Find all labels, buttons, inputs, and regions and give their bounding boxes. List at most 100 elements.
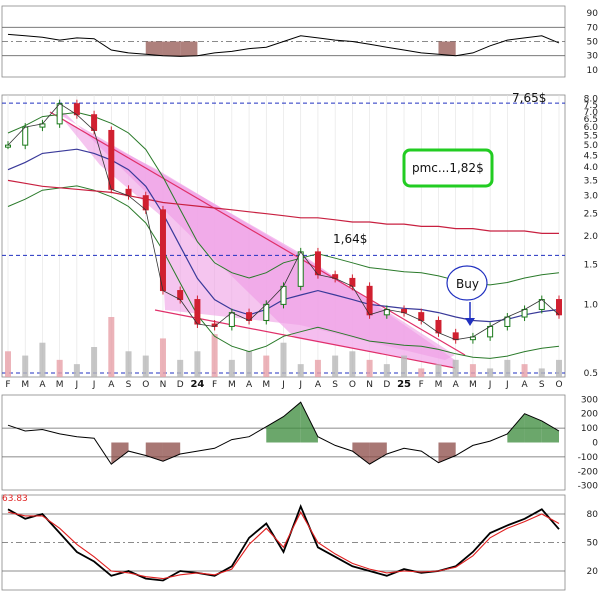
y-tick-label: 100 (581, 424, 598, 434)
y-tick-label: 80 (587, 510, 599, 520)
volume-bar (22, 355, 29, 377)
volume-bar (452, 359, 459, 377)
oscillator-fill-segment (162, 442, 181, 462)
volume-bar (349, 351, 356, 377)
y-tick-label: 6.5 (584, 115, 598, 125)
x-tick-label: M (435, 380, 443, 390)
price-candle (556, 299, 562, 316)
price-candle (314, 251, 321, 276)
x-tick-label: D (383, 380, 390, 390)
x-tick-label: A (521, 380, 528, 390)
y-tick-label: 8.0 (584, 95, 599, 105)
price-candle (280, 285, 287, 305)
price-candle (5, 144, 11, 148)
volume-bar (332, 355, 339, 377)
x-tick-label: D (177, 380, 184, 390)
volume-bar (297, 364, 304, 377)
volume-bar (263, 355, 270, 377)
oscillator-fill-segment (524, 413, 542, 443)
volume-bar (177, 359, 184, 377)
volume-bar (194, 351, 201, 377)
x-tick-label: O (555, 380, 562, 390)
x-tick-label: J (298, 380, 302, 390)
x-tick-label: S (126, 380, 132, 390)
volume-bar (314, 359, 321, 377)
x-tick-label: M (228, 380, 236, 390)
oscillator-fill-segment (438, 41, 456, 56)
x-tick-label: J (488, 380, 492, 390)
x-tick-label: M (21, 380, 29, 390)
oscillator-fill-segment (507, 413, 525, 443)
volume-bar (39, 342, 46, 377)
y-tick-label: 10 (587, 66, 599, 76)
volume-bar (246, 351, 253, 377)
y-tick-label: 0 (592, 439, 598, 449)
volume-bar (401, 355, 408, 377)
buy-signal-label: Buy (456, 277, 479, 291)
y-tick-label: 200 (581, 410, 598, 420)
middle-oscillator-panel: 300 200 100 0 -100 -200 -300 (2, 395, 599, 492)
volume-bar (159, 338, 166, 377)
volume-bar (383, 364, 390, 377)
oscillator-fast-line (7, 503, 560, 582)
price-candle (22, 126, 29, 146)
x-tick-label: F (212, 380, 217, 390)
buy-arrow-head (465, 318, 475, 326)
price-candle (56, 103, 63, 125)
price-candle (73, 103, 80, 116)
x-tick-label: A (315, 380, 322, 390)
x-tick-label: M (262, 380, 270, 390)
x-tick-label: J (505, 380, 509, 390)
price-candle (108, 129, 115, 190)
x-tick-label: A (246, 380, 253, 390)
y-tick-label: 300 (581, 395, 598, 405)
price-panel: 8.07.57.06.56.05.55.04.54.0 3.5 3.0 2.5 2.0 1… (2, 95, 598, 379)
annotation-target-box (402, 148, 494, 188)
volume-bar (108, 317, 115, 377)
buy-signal-circle (446, 265, 488, 301)
price-candle (194, 299, 201, 325)
x-tick-label: S (539, 380, 545, 390)
volume-bar (435, 364, 442, 377)
volume-bar (142, 355, 149, 377)
annotation-target: pmc...1,82$ (412, 161, 484, 175)
y-tick-label: -100 (578, 453, 599, 463)
oscillator-line (7, 33, 560, 57)
y-tick-label: 7.5 (584, 101, 598, 111)
oscillator-fill-segment (369, 442, 387, 465)
x-tick-label: A (108, 380, 115, 390)
y-tick-label: 6.0 (584, 123, 599, 133)
wedge-upper-edge (49, 111, 466, 356)
y-tick-label: 0.5 (584, 369, 598, 379)
price-candle (159, 209, 166, 292)
price-candle (504, 316, 511, 327)
x-tick-label: S (332, 380, 338, 390)
y-tick-label: 1.5 (584, 260, 598, 270)
volume-bar (125, 351, 132, 377)
x-tick-label: J (92, 380, 96, 390)
x-tick-label: M (56, 380, 64, 390)
volume-bar (366, 359, 373, 377)
annotation-high: 7,65$ (512, 91, 546, 105)
y-tick-label: 20 (587, 567, 599, 577)
volume-bar (5, 351, 11, 377)
y-tick-label: 2.0 (584, 232, 599, 242)
volume-bar (521, 364, 528, 377)
band-lower (7, 185, 560, 359)
price-candle (142, 195, 149, 211)
y-tick-label: 7.0 (584, 108, 599, 118)
price-candle (177, 290, 184, 301)
volume-bar (418, 368, 425, 377)
price-line (7, 103, 560, 341)
y-tick-label: 3.0 (584, 192, 599, 202)
y-tick-label: 2.5 (584, 210, 598, 220)
volume-bar (73, 364, 80, 377)
grid-lines: F M A M J J A S O N D 24 F M A M J J A S O N D 25 F M A M J J A S O (5, 95, 563, 390)
oscillator-fill-segment (300, 402, 318, 443)
y-tick-label: 70 (587, 23, 599, 33)
oscillator-fill-segment (438, 442, 456, 463)
oscillator-fill-segment (541, 420, 559, 443)
x-tick-label: J (75, 380, 79, 390)
y-tick-label: 1.0 (584, 300, 599, 310)
